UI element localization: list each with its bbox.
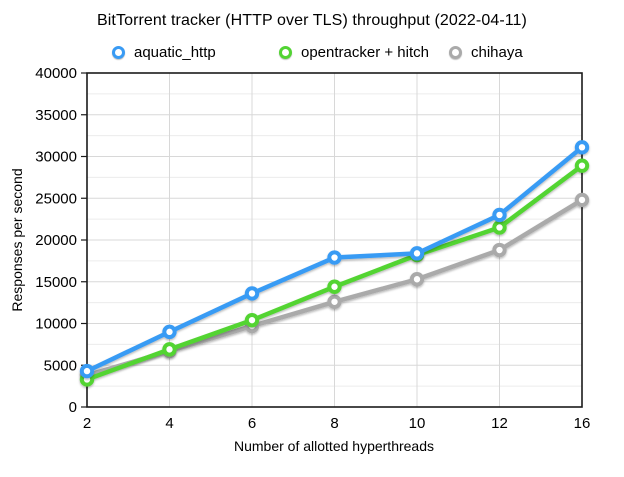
data-point-opentracker-hitch-8 (327, 279, 342, 294)
legend-marker-aquatic-http-icon (112, 46, 125, 59)
data-point-aquatic-http-2 (79, 363, 95, 379)
data-point-aquatic-http-6 (244, 286, 260, 301)
chart-title: BitTorrent tracker (HTTP over TLS) throu… (97, 12, 527, 29)
x-axis-title: Number of allotted hyperthreads (234, 438, 434, 454)
legend-item-aquatic-http: aquatic_http (112, 44, 216, 61)
data-point-aquatic-http-4 (162, 324, 177, 340)
data-point-aquatic-http-10 (409, 246, 425, 261)
data-point-aquatic-http-12 (492, 207, 507, 223)
data-point-opentracker-hitch-6 (244, 312, 260, 328)
data-point-opentracker-hitch-16 (574, 158, 590, 173)
x-tick-label: 10 (409, 415, 426, 432)
y-tick-label: 40000 (35, 65, 77, 82)
x-tick-label: 4 (165, 415, 173, 432)
data-point-chihaya-16 (574, 192, 590, 208)
data-point-opentracker-hitch-4 (162, 342, 177, 357)
plot-generated: 0 5000 10000 15000 20000 25000 30000 35000 40000… (35, 65, 590, 432)
data-point-aquatic-http-8 (327, 250, 342, 265)
x-tick-label: 16 (574, 415, 591, 432)
data-point-chihaya-12 (492, 242, 507, 258)
y-tick-label: 20000 (35, 232, 77, 249)
data-point-chihaya-10 (409, 272, 425, 287)
x-tick-label: 12 (491, 415, 508, 432)
x-tick-label: 2 (83, 415, 91, 432)
y-tick-label: 0 (69, 399, 77, 416)
legend-label-chihaya: chihaya (471, 44, 523, 61)
y-tick-label: 5000 (44, 357, 77, 374)
data-point-chihaya-8 (327, 294, 342, 309)
y-tick-label: 15000 (35, 274, 77, 291)
y-tick-label: 25000 (35, 190, 77, 207)
y-tick-label: 30000 (35, 149, 77, 166)
legend-item-chihaya: chihaya (449, 44, 523, 61)
legend-item-opentracker-hitch: opentracker + hitch (279, 44, 429, 61)
y-tick-label: 10000 (35, 316, 77, 333)
legend-label-aquatic-http: aquatic_http (134, 44, 216, 61)
y-tick-label: 35000 (35, 107, 77, 124)
legend-marker-chihaya-icon (449, 46, 462, 59)
legend-label-opentracker-hitch: opentracker + hitch (301, 44, 429, 61)
x-tick-label: 6 (248, 415, 256, 432)
data-point-opentracker-hitch-12 (492, 220, 507, 235)
y-axis-title: Responses per second (9, 168, 25, 311)
x-tick-label: 8 (330, 415, 338, 432)
data-point-aquatic-http-16 (574, 140, 590, 155)
legend-marker-opentracker-hitch-icon (279, 46, 292, 59)
series-aquatic-http (79, 140, 590, 379)
